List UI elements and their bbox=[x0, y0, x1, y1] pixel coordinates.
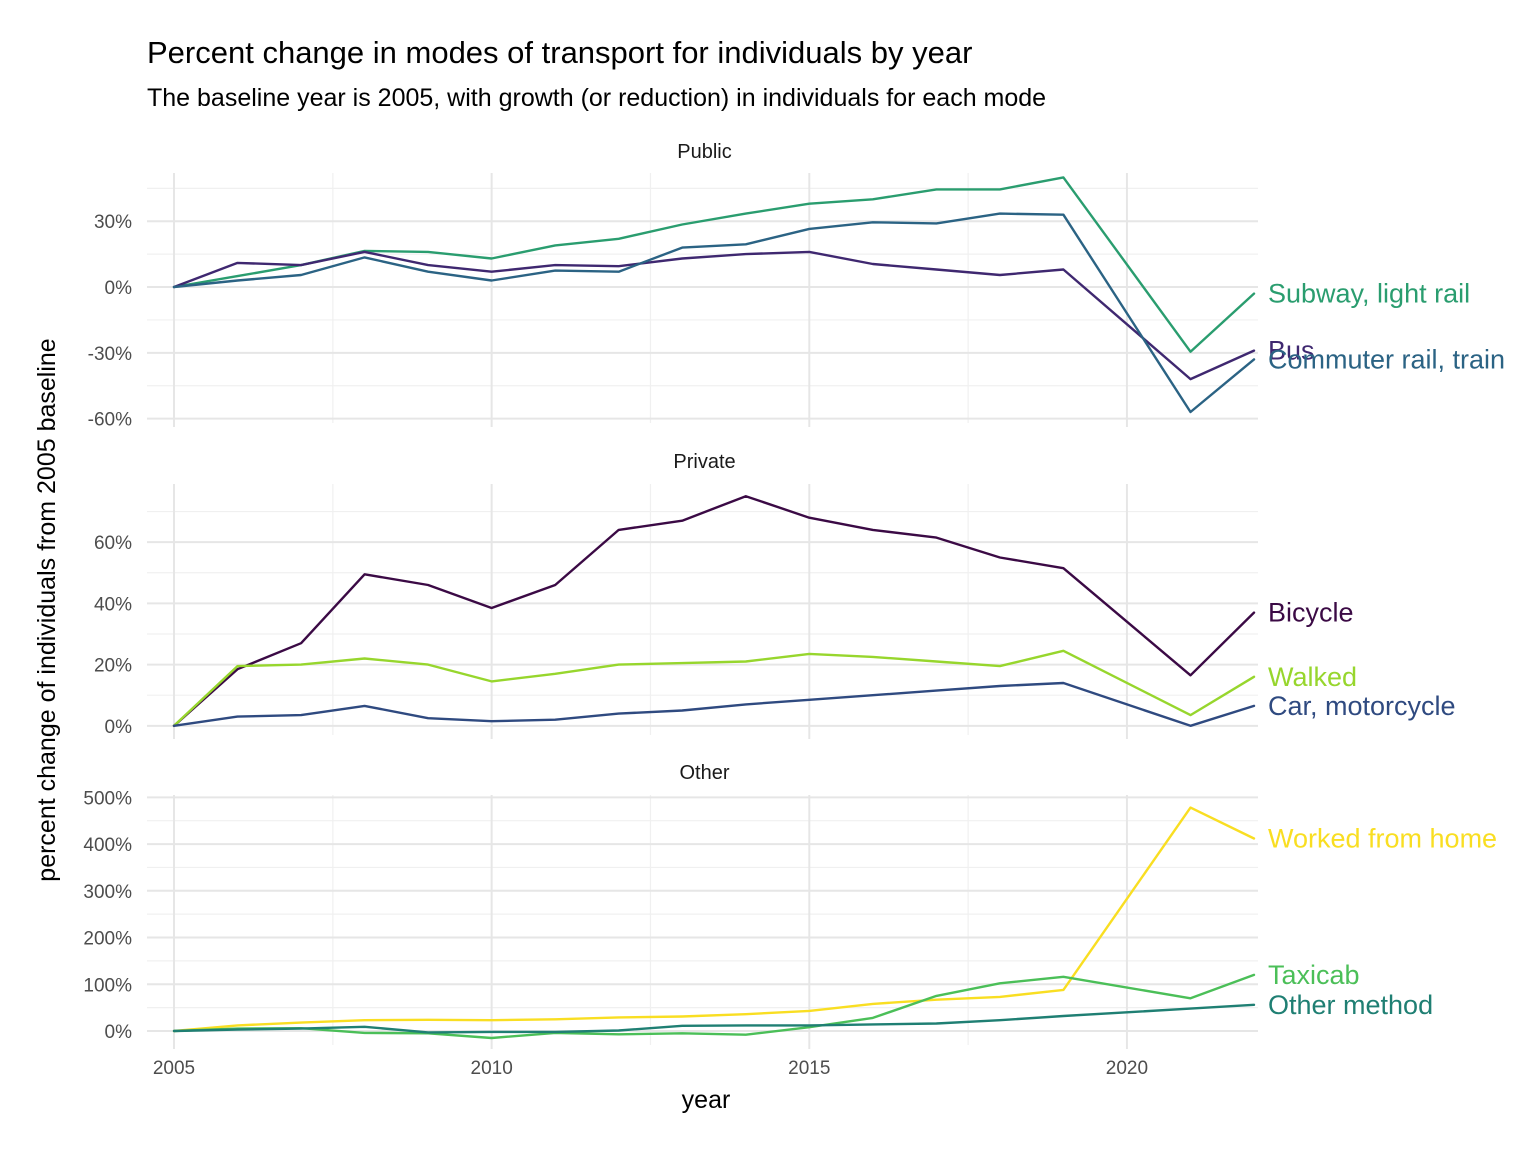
x-tick-label: 2015 bbox=[788, 1058, 830, 1079]
y-tick-label: -60% bbox=[88, 410, 132, 431]
series-line-other-method bbox=[172, 1003, 1256, 1034]
facet-panels: Public -60% -30% 0% 30% Subway, light rail Bus… bbox=[83, 141, 1505, 1079]
panel-strip-label: Other bbox=[679, 762, 729, 784]
x-axis-title: year bbox=[682, 1086, 731, 1114]
series-line-bicycle bbox=[172, 495, 1256, 727]
series-label-taxicab: Taxicab bbox=[1268, 960, 1360, 990]
x-tick-label: 2005 bbox=[153, 1058, 195, 1079]
panel-strip-label: Public bbox=[677, 141, 731, 163]
x-tick-label: 2010 bbox=[471, 1058, 513, 1079]
panel-public: Public -60% -30% 0% 30% Subway, light rail Bus… bbox=[88, 141, 1505, 431]
y-tick-label: 0% bbox=[105, 278, 133, 299]
chart-title: Percent change in modes of transport for… bbox=[147, 35, 972, 70]
panel-other: Other 0% 100% 200% 300% 400% 500% Worked from h… bbox=[83, 762, 1497, 1049]
chart-subtitle: The baseline year is 2005, with growth (… bbox=[147, 84, 1046, 112]
y-axis-title: percent change of individuals from 2005 … bbox=[33, 338, 61, 881]
series-label-subway-light-rail: Subway, light rail bbox=[1268, 279, 1470, 309]
series-label-walked: Walked bbox=[1268, 662, 1357, 692]
series-label-other-method: Other method bbox=[1268, 990, 1433, 1020]
series-line-taxicab bbox=[172, 973, 1256, 1040]
y-tick-label: 100% bbox=[83, 975, 132, 996]
x-tick-label: 2020 bbox=[1106, 1058, 1148, 1079]
panel-strip-label: Private bbox=[673, 451, 735, 473]
y-tick-label: 500% bbox=[83, 788, 132, 809]
y-tick-label: 400% bbox=[83, 835, 132, 856]
series-label-car-motorcycle: Car, motorcycle bbox=[1268, 691, 1456, 721]
series-label-commuter-rail-train: Commuter rail, train bbox=[1268, 344, 1505, 374]
y-tick-label: 0% bbox=[105, 1022, 133, 1043]
series-line-walked bbox=[172, 649, 1256, 727]
y-tick-label: 30% bbox=[94, 212, 132, 233]
y-tick-label: 40% bbox=[94, 594, 132, 615]
y-tick-label: 0% bbox=[105, 717, 133, 738]
series-line-bus bbox=[172, 250, 1256, 381]
series-line-worked-from-home bbox=[172, 806, 1256, 1033]
y-tick-label: 300% bbox=[83, 882, 132, 903]
series-label-worked-from-home: Worked from home bbox=[1268, 823, 1497, 853]
y-tick-label: -30% bbox=[88, 344, 132, 365]
series-line-commuter-rail-train bbox=[172, 212, 1256, 414]
series-line-car-motorcycle bbox=[172, 681, 1256, 727]
y-tick-label: 60% bbox=[94, 533, 132, 554]
y-tick-label: 200% bbox=[83, 929, 132, 950]
y-tick-label: 20% bbox=[94, 656, 132, 677]
series-label-bus: Bus bbox=[1268, 336, 1315, 366]
series-label-bicycle: Bicycle bbox=[1268, 598, 1354, 628]
